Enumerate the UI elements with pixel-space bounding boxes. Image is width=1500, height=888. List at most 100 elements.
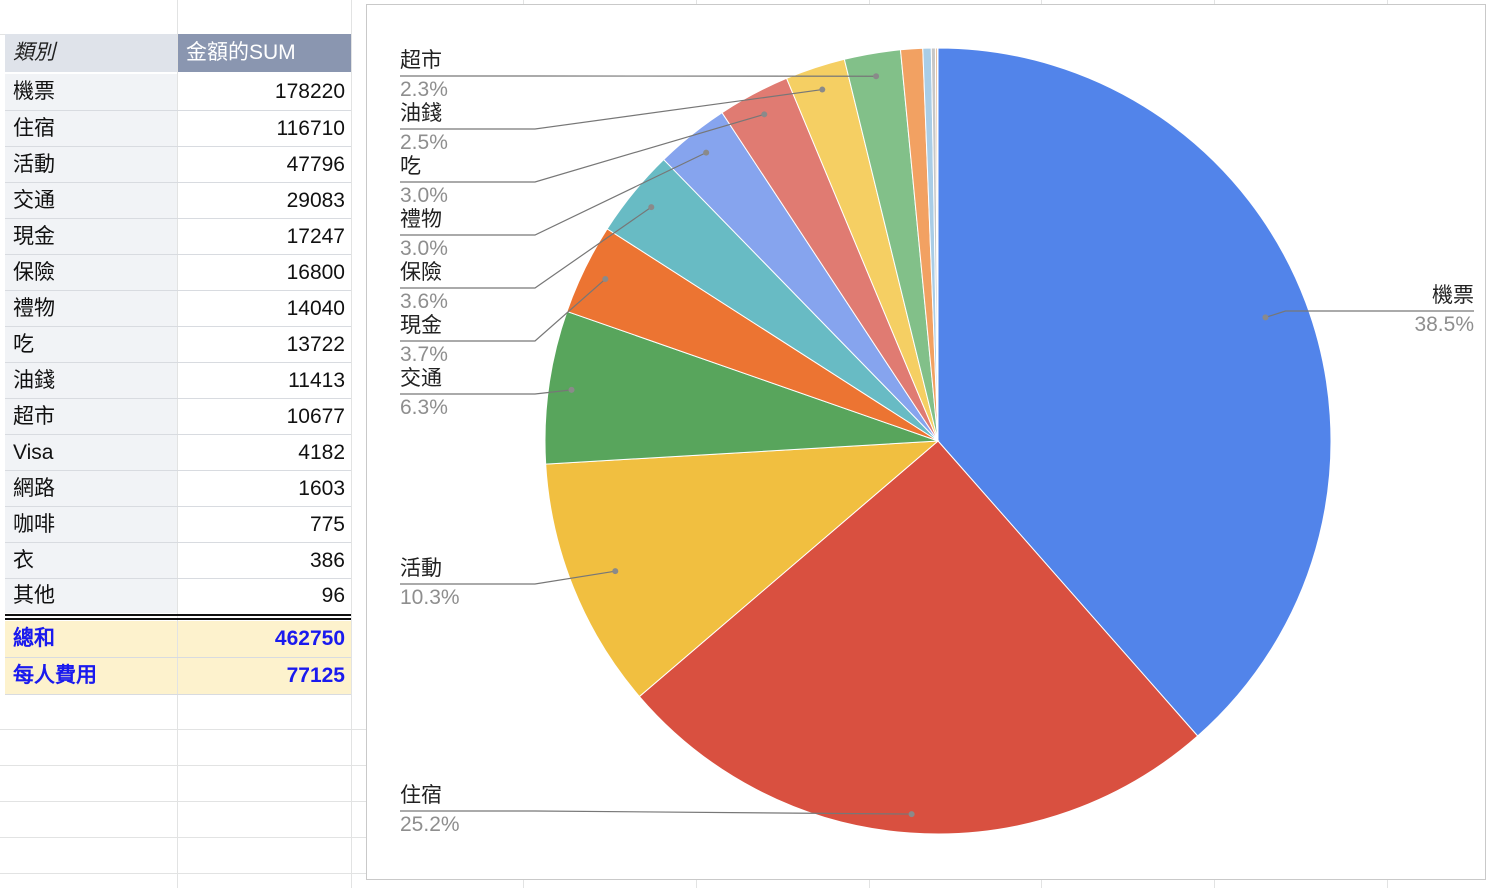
category-cell[interactable]: 超市 [5, 399, 177, 435]
slice-label-percent: 3.6% [400, 290, 448, 313]
leader-line [400, 206, 652, 289]
category-cell[interactable]: 交通 [5, 183, 177, 219]
value-cell[interactable]: 4182 [178, 435, 351, 471]
value-cell[interactable]: 178220 [178, 74, 351, 110]
slice-label-name: 吃 [400, 155, 421, 178]
pie-slices [544, 47, 1332, 835]
table-row: 咖啡 775 [5, 507, 351, 543]
leader-line [400, 88, 823, 130]
pie-slice-1[interactable] [937, 47, 1332, 737]
slice-label-name: 住宿 [400, 784, 442, 807]
row-divider [5, 657, 351, 658]
leader-anchor-dot [703, 149, 710, 156]
category-cell[interactable]: 現金 [5, 219, 177, 255]
header-category-cell[interactable]: 類別 [5, 34, 177, 72]
row-divider [5, 578, 351, 579]
category-cell[interactable]: 住宿 [5, 111, 177, 147]
table-row: 衣 386 [5, 543, 351, 579]
pie-slice-4[interactable] [544, 310, 939, 465]
slice-label-percent: 3.7% [400, 343, 448, 366]
table-row: 保險 16800 [5, 255, 351, 291]
grand-total-value[interactable]: 462750 [178, 621, 351, 657]
table-row: Visa 4182 [5, 435, 351, 471]
category-cell[interactable]: Visa [5, 435, 177, 471]
label-leader-lines [400, 73, 1474, 818]
per-person-label[interactable]: 每人費用 [5, 658, 177, 694]
table-row: 其他 96 [5, 579, 351, 613]
value-cell[interactable]: 10677 [178, 399, 351, 435]
grid-row-line [0, 729, 366, 730]
grid-column-line [351, 0, 352, 888]
row-divider [5, 218, 351, 219]
value-cell[interactable]: 775 [178, 507, 351, 543]
category-cell[interactable]: 其他 [5, 579, 177, 613]
value-cell[interactable]: 116710 [178, 111, 351, 147]
category-cell[interactable]: 機票 [5, 74, 177, 110]
value-cell[interactable]: 11413 [178, 363, 351, 399]
table-row: 禮物 14040 [5, 291, 351, 327]
leader-anchor-dot [612, 568, 619, 575]
leader-anchor-dot [602, 276, 609, 283]
value-cell[interactable]: 13722 [178, 327, 351, 363]
per-person-row: 每人費用 77125 [5, 658, 351, 694]
table-row: 超市 10677 [5, 399, 351, 435]
leader-line [400, 810, 912, 815]
slice-label-name: 現金 [400, 314, 442, 337]
row-divider [5, 434, 351, 435]
slice-label-name: 保險 [400, 261, 442, 284]
pie-slice-3[interactable] [545, 440, 940, 698]
table-row: 油錢 11413 [5, 363, 351, 399]
per-person-value[interactable]: 77125 [178, 658, 351, 694]
row-divider [5, 254, 351, 255]
row-divider [5, 110, 351, 111]
value-cell[interactable]: 17247 [178, 219, 351, 255]
slice-label-percent: 25.2% [400, 813, 460, 836]
grand-total-row: 總和 462750 [5, 621, 351, 657]
category-cell[interactable]: 網路 [5, 471, 177, 507]
slice-label-percent: 38.5% [1414, 313, 1474, 336]
pie-slice-15[interactable] [936, 47, 939, 442]
value-cell[interactable]: 386 [178, 543, 351, 579]
leader-anchor-dot [908, 811, 915, 818]
pie-slice-2[interactable] [638, 440, 1199, 835]
slice-label-name: 活動 [400, 557, 442, 580]
leader-anchor-dot [819, 86, 826, 93]
leader-line [400, 389, 572, 395]
row-divider [5, 146, 351, 147]
category-cell[interactable]: 禮物 [5, 291, 177, 327]
grid-row-line [0, 873, 366, 874]
slice-label-percent: 2.5% [400, 131, 448, 154]
row-divider [5, 362, 351, 363]
row-divider [5, 470, 351, 471]
table-row: 現金 17247 [5, 219, 351, 255]
value-cell[interactable]: 1603 [178, 471, 351, 507]
slice-label-percent: 10.3% [400, 586, 460, 609]
leader-line [400, 152, 707, 236]
total-divider [5, 618, 351, 620]
category-cell[interactable]: 咖啡 [5, 507, 177, 543]
slice-label-name: 油錢 [400, 102, 442, 125]
category-cell[interactable]: 油錢 [5, 363, 177, 399]
category-cell[interactable]: 吃 [5, 327, 177, 363]
grand-total-label[interactable]: 總和 [5, 621, 177, 657]
value-cell[interactable]: 29083 [178, 183, 351, 219]
grid-row-line [0, 837, 366, 838]
slice-label-percent: 6.3% [400, 396, 448, 419]
value-cell[interactable]: 96 [178, 579, 351, 613]
value-cell[interactable]: 14040 [178, 291, 351, 327]
slice-label-percent: 2.3% [400, 78, 448, 101]
category-cell[interactable]: 保險 [5, 255, 177, 291]
pivot-header-row: 類別 金額的SUM [5, 34, 351, 72]
row-divider [5, 398, 351, 399]
slice-label-name: 交通 [400, 367, 442, 390]
value-cell[interactable]: 47796 [178, 147, 351, 183]
value-cell[interactable]: 16800 [178, 255, 351, 291]
category-cell[interactable]: 活動 [5, 147, 177, 183]
header-sum-cell[interactable]: 金額的SUM [178, 34, 351, 72]
table-row: 機票 178220 [5, 74, 351, 110]
total-divider [5, 614, 351, 616]
category-cell[interactable]: 衣 [5, 543, 177, 579]
grid-row-line [0, 801, 366, 802]
row-divider [5, 694, 351, 695]
